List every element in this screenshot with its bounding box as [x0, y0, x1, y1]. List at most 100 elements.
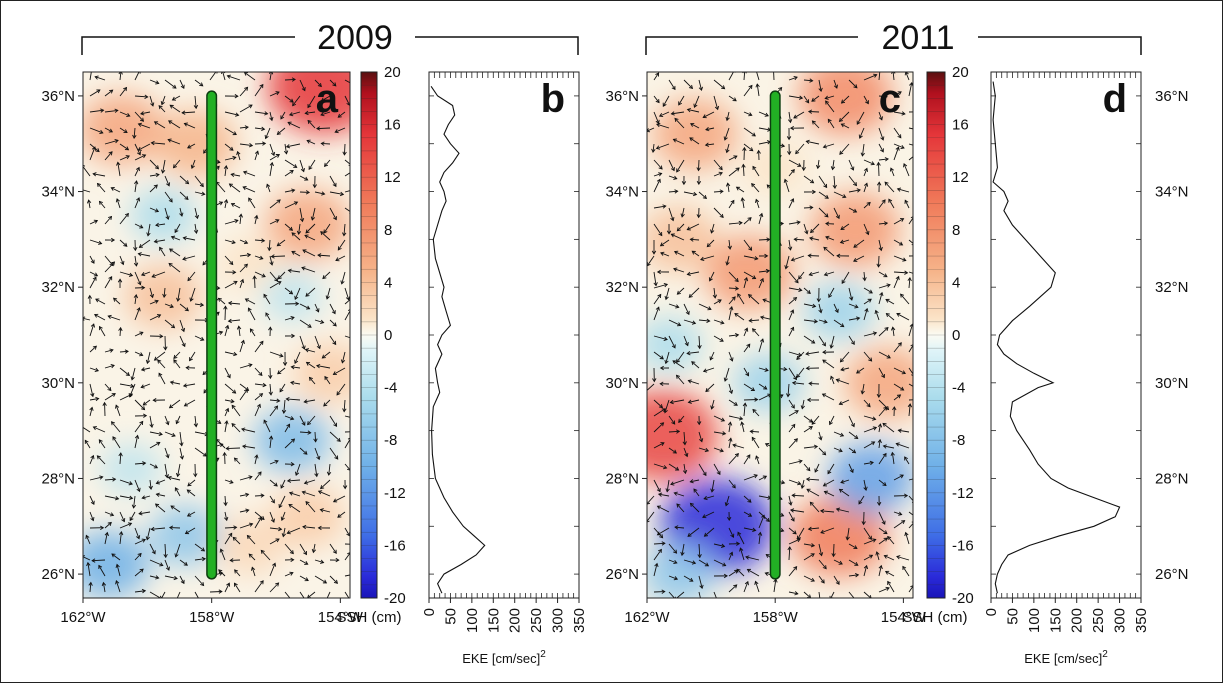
- x-tick-label: 100: [1026, 608, 1043, 633]
- colorbar-tick-label: 16: [952, 117, 969, 134]
- y-tick-label: 36°N: [605, 88, 639, 105]
- x-axis-label-sup: 2: [540, 649, 546, 660]
- velocity-arrowhead: [917, 398, 920, 402]
- right-y-tick-label: 30°N: [1155, 375, 1189, 392]
- colorbar-tick-label: -12: [384, 485, 406, 502]
- velocity-arrow: [255, 143, 265, 144]
- velocity-arrowhead: [350, 82, 353, 85]
- x-tick-label: 300: [1112, 608, 1129, 633]
- velocity-arrowhead: [755, 68, 758, 71]
- y-tick-label: 36°N: [41, 88, 75, 105]
- velocity-arrowhead: [90, 67, 94, 70]
- velocity-arrow: [878, 163, 879, 176]
- ssh-anomaly: [804, 282, 874, 341]
- ssh-field: [608, 57, 930, 605]
- x-tick-label: 162°W: [60, 609, 106, 626]
- ssh-anomaly: [261, 271, 323, 323]
- year-label: 2009: [317, 19, 393, 57]
- velocity-arrowhead: [159, 599, 162, 602]
- eke-frame: [991, 72, 1141, 598]
- velocity-arrowhead: [916, 128, 919, 132]
- velocity-arrowhead: [290, 598, 293, 601]
- ssh-anomaly: [652, 98, 738, 170]
- ssh-anomaly: [68, 530, 150, 598]
- y-tick-label: 28°N: [41, 470, 75, 487]
- ssh-anomaly: [155, 110, 237, 178]
- year-bracket: 2009: [82, 19, 578, 57]
- y-tick-label: 34°N: [605, 184, 639, 201]
- eke-frame: [429, 72, 579, 598]
- ssh-anomaly: [100, 443, 162, 495]
- bracket-right: [415, 37, 578, 55]
- velocity-arrowhead: [917, 254, 920, 258]
- x-tick-label: 100: [464, 608, 481, 633]
- velocity-arrowhead: [818, 599, 822, 602]
- x-axis-label: EKE [cm/sec]2: [462, 649, 546, 666]
- ssh-anomaly: [828, 443, 914, 515]
- velocity-arrowhead: [79, 188, 82, 191]
- colorbar-tick-label: 20: [384, 64, 401, 81]
- colorbar-tick-label: -12: [952, 485, 974, 502]
- right-y-tick-label: 36°N: [1155, 88, 1189, 105]
- velocity-arrowhead: [355, 417, 358, 420]
- bracket-right: [978, 37, 1141, 55]
- ssh-field: [68, 39, 381, 604]
- panel-letter: a: [316, 77, 339, 121]
- y-tick-label: 30°N: [605, 375, 639, 392]
- colorbar-tick-label: -20: [952, 590, 974, 607]
- x-tick-label: 0: [983, 608, 1000, 616]
- x-axis-label-sup: 2: [1102, 649, 1108, 660]
- colorbar-tick-label: -16: [952, 537, 974, 554]
- velocity-arrowhead: [699, 601, 703, 604]
- velocity-arrow: [225, 527, 237, 528]
- velocity-arrow: [271, 256, 285, 257]
- colorbar-label: SSH (cm): [903, 609, 968, 626]
- x-tick-label: 162°W: [624, 609, 670, 626]
- bracket-left: [82, 37, 295, 55]
- velocity-arrowhead: [918, 476, 921, 479]
- x-tick-label: 158°W: [189, 609, 235, 626]
- colorbar-tick-label: -20: [384, 590, 406, 607]
- x-axis-label-text: EKE [cm/sec]: [1024, 651, 1102, 666]
- right-y-tick-label: 34°N: [1155, 184, 1189, 201]
- panel-letter: d: [1103, 77, 1127, 121]
- velocity-arrow: [878, 256, 879, 267]
- velocity-arrowhead: [916, 110, 919, 114]
- x-tick-label: 150: [1047, 608, 1064, 633]
- velocity-arrow: [226, 448, 240, 449]
- ssh-anomaly: [705, 235, 795, 310]
- colorbar-tick-label: -8: [384, 432, 397, 449]
- x-tick-label: 300: [550, 608, 567, 633]
- year-bracket: 2011: [646, 19, 1141, 57]
- bracket-left: [646, 37, 858, 55]
- velocity-arrow: [317, 128, 330, 129]
- velocity-arrowhead: [351, 573, 354, 577]
- x-tick-label: 350: [1133, 608, 1150, 633]
- velocity-arrowhead: [854, 598, 857, 601]
- y-tick-label: 28°N: [605, 470, 639, 487]
- colorbar-tick-label: 4: [952, 274, 960, 291]
- x-tick-label: 150: [485, 608, 502, 633]
- velocity-arrowhead: [199, 600, 202, 603]
- velocity-arrowhead: [353, 188, 356, 191]
- y-tick-label: 32°N: [41, 279, 75, 296]
- velocity-arrow: [698, 160, 699, 171]
- colorbar-tick-label: 12: [384, 169, 401, 186]
- colorbar-tick-label: -4: [952, 380, 965, 397]
- velocity-arrowhead: [916, 273, 919, 276]
- x-axis-label: EKE [cm/sec]2: [1024, 649, 1108, 666]
- y-tick-label: 32°N: [605, 279, 639, 296]
- colorbar-tick-label: 12: [952, 169, 969, 186]
- velocity-arrowhead: [915, 144, 918, 147]
- colorbar-tick-label: -4: [384, 380, 397, 397]
- velocity-arrowhead: [355, 543, 358, 547]
- velocity-arrowhead: [356, 430, 359, 434]
- velocity-arrowhead: [79, 425, 82, 428]
- colorbar-tick-label: 8: [952, 222, 960, 239]
- right-y-tick-label: 26°N: [1155, 566, 1189, 583]
- velocity-arrowhead: [305, 600, 308, 603]
- velocity-arrow: [909, 399, 920, 400]
- ssh-anomaly: [810, 192, 900, 267]
